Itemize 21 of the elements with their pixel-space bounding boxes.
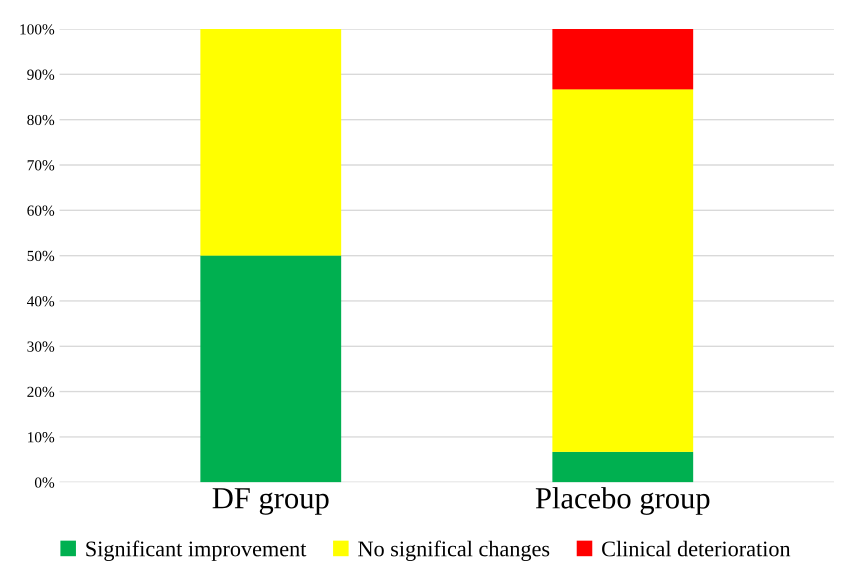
- bar: [552, 89, 694, 452]
- y-tick-label: 60%: [27, 205, 54, 216]
- y-tick-label: 40%: [27, 296, 54, 306]
- y-tick-label: 20%: [27, 386, 54, 398]
- y-tick-label: 70%: [28, 160, 54, 171]
- y-tick-label: 50%: [28, 250, 54, 262]
- legend-label: Clinical deterioration: [602, 540, 790, 556]
- x-tick-label: DF group: [212, 488, 329, 515]
- y-tick-label: 30%: [27, 341, 54, 352]
- y-tick-label: 100%: [20, 24, 54, 35]
- bar: [200, 29, 342, 256]
- bar: [200, 256, 342, 482]
- legend-label: No significal changes: [358, 540, 550, 561]
- y-tick-label: 0%: [34, 477, 54, 488]
- y-tick-label: 90%: [27, 70, 54, 80]
- bar: [552, 29, 694, 90]
- x-tick-label: Placebo group: [536, 487, 710, 515]
- legend-label: Significant improvement: [86, 540, 306, 561]
- y-tick-label: 80%: [27, 114, 54, 126]
- bar: [552, 452, 694, 482]
- y-tick-label: 10%: [28, 432, 54, 442]
